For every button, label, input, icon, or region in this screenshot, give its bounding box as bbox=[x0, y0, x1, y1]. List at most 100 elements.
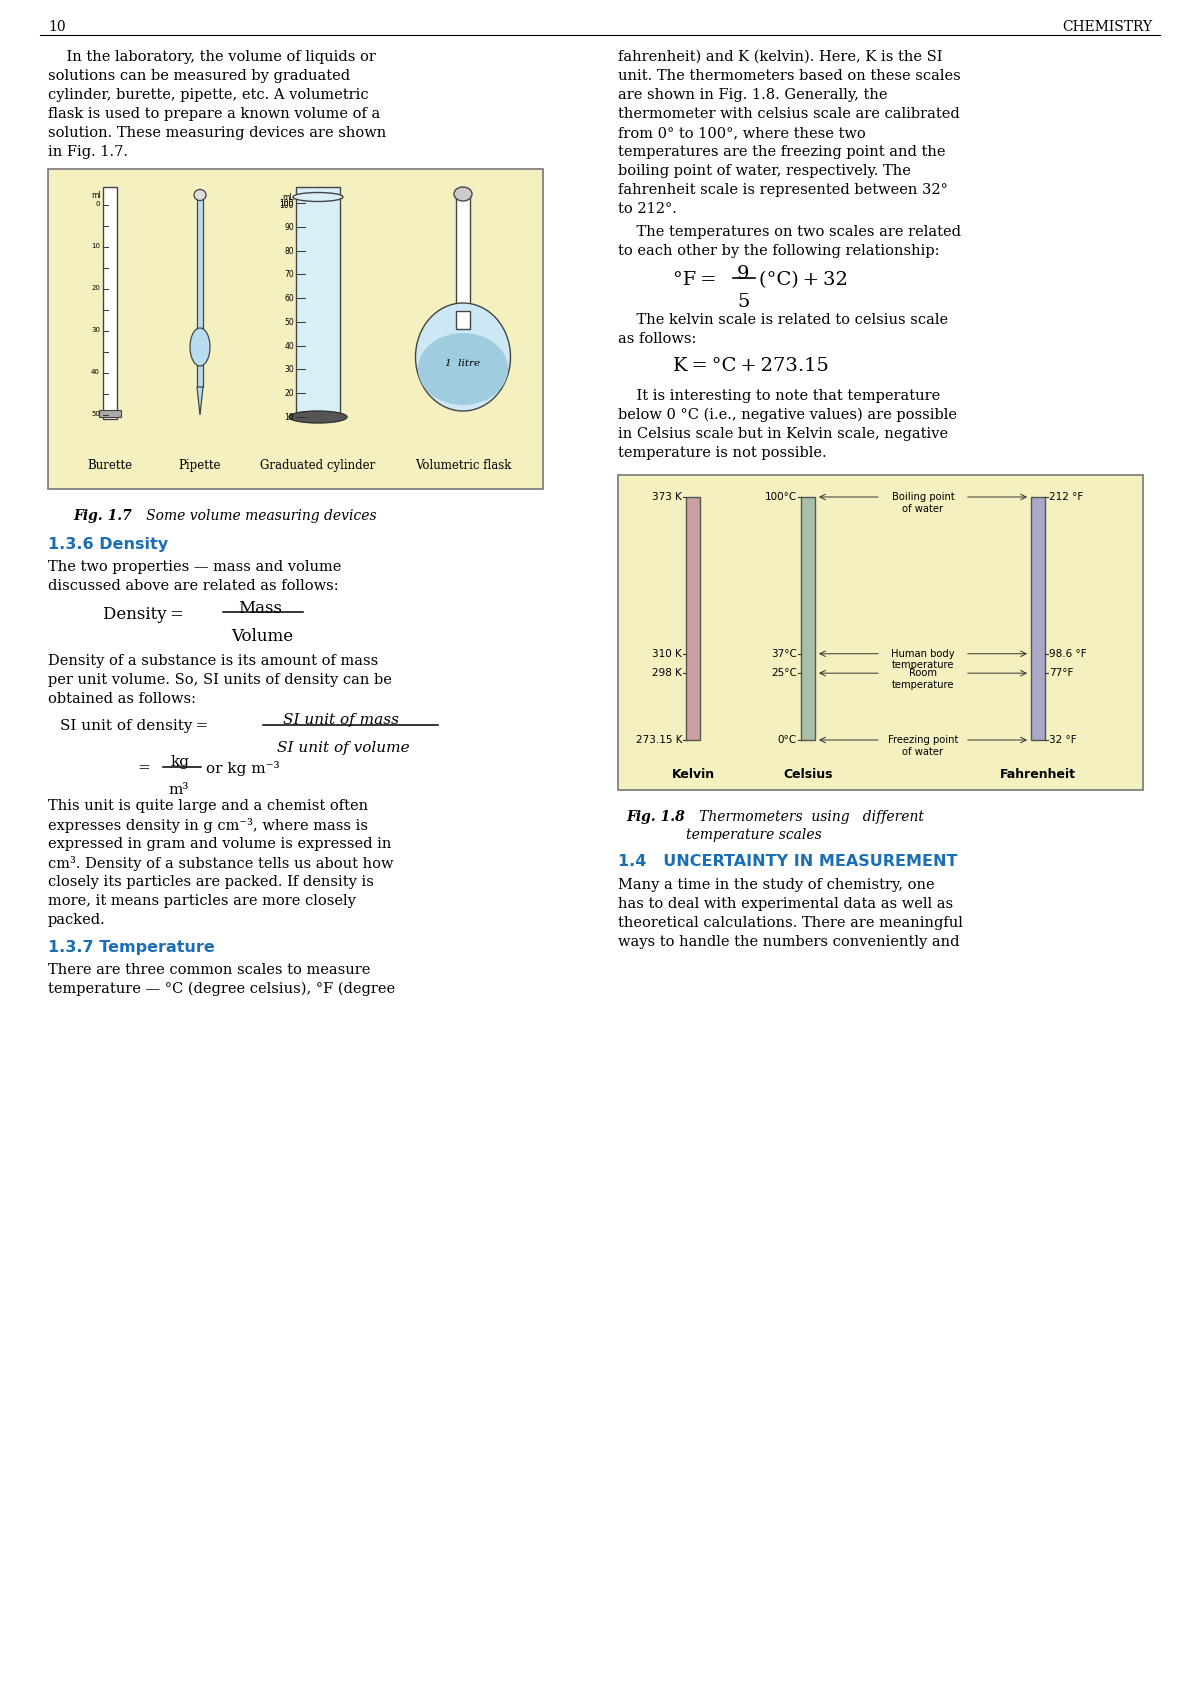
Text: Fig. 1.7: Fig. 1.7 bbox=[73, 509, 132, 523]
Text: kg: kg bbox=[172, 756, 190, 769]
Text: 100: 100 bbox=[280, 199, 294, 207]
Text: are shown in Fig. 1.8. Generally, the: are shown in Fig. 1.8. Generally, the bbox=[618, 88, 888, 102]
Text: solutions can be measured by graduated: solutions can be measured by graduated bbox=[48, 70, 350, 83]
Text: ways to handle the numbers conveniently and: ways to handle the numbers conveniently … bbox=[618, 936, 960, 949]
Text: 1.3.7 Temperature: 1.3.7 Temperature bbox=[48, 941, 215, 954]
Text: Fahrenheit: Fahrenheit bbox=[1000, 767, 1076, 781]
Ellipse shape bbox=[415, 302, 510, 411]
Ellipse shape bbox=[289, 411, 347, 423]
Bar bbox=[1031, 498, 1045, 740]
Text: to 212°.: to 212°. bbox=[618, 202, 677, 216]
Text: 90: 90 bbox=[284, 222, 294, 233]
Text: temperature is not possible.: temperature is not possible. bbox=[618, 447, 827, 460]
Bar bbox=[48, 170, 542, 489]
Text: 1.4   UNCERTAINTY IN MEASUREMENT: 1.4 UNCERTAINTY IN MEASUREMENT bbox=[618, 854, 958, 869]
Text: temperatures are the freezing point and the: temperatures are the freezing point and … bbox=[618, 144, 946, 160]
Text: =: = bbox=[138, 761, 154, 774]
Text: m³: m³ bbox=[168, 783, 188, 796]
Text: Thermometers  using   different: Thermometers using different bbox=[686, 810, 924, 824]
Text: 20: 20 bbox=[91, 285, 100, 290]
Text: Volumetric flask: Volumetric flask bbox=[415, 458, 511, 472]
Text: 10: 10 bbox=[284, 413, 294, 423]
Text: Boiling point
of water: Boiling point of water bbox=[892, 492, 954, 513]
Text: 9: 9 bbox=[737, 265, 750, 284]
Text: as follows:: as follows: bbox=[618, 333, 696, 346]
Bar bbox=[456, 197, 470, 329]
Text: 30: 30 bbox=[284, 365, 294, 375]
Text: fahrenheit scale is represented between 32°: fahrenheit scale is represented between … bbox=[618, 183, 948, 197]
Text: This unit is quite large and a chemist often: This unit is quite large and a chemist o… bbox=[48, 800, 368, 813]
Text: expressed in gram and volume is expressed in: expressed in gram and volume is expresse… bbox=[48, 837, 391, 851]
Bar bbox=[103, 187, 118, 419]
Text: 30: 30 bbox=[91, 328, 100, 333]
Ellipse shape bbox=[194, 190, 206, 200]
Text: Celsius: Celsius bbox=[784, 767, 833, 781]
Text: 70: 70 bbox=[284, 270, 294, 280]
Text: The two properties — mass and volume: The two properties — mass and volume bbox=[48, 560, 341, 574]
Text: CHEMISTRY: CHEMISTRY bbox=[1062, 20, 1152, 34]
Text: theoretical calculations. There are meaningful: theoretical calculations. There are mean… bbox=[618, 915, 962, 931]
Bar bbox=[802, 498, 815, 740]
Text: 310 K: 310 K bbox=[653, 649, 682, 659]
Text: ml: ml bbox=[91, 190, 101, 200]
Text: 1  litre: 1 litre bbox=[445, 358, 480, 368]
Text: per unit volume. So, SI units of density can be: per unit volume. So, SI units of density… bbox=[48, 672, 392, 688]
Text: flask is used to prepare a known volume of a: flask is used to prepare a known volume … bbox=[48, 107, 380, 121]
Text: fahrenheit) and K (kelvin). Here, K is the SI: fahrenheit) and K (kelvin). Here, K is t… bbox=[618, 49, 942, 65]
Text: In the laboratory, the volume of liquids or: In the laboratory, the volume of liquids… bbox=[48, 49, 376, 65]
Text: There are three common scales to measure: There are three common scales to measure bbox=[48, 963, 371, 976]
Text: in Fig. 1.7.: in Fig. 1.7. bbox=[48, 144, 128, 160]
Text: Room
temperature: Room temperature bbox=[892, 669, 954, 689]
Text: 5: 5 bbox=[737, 294, 749, 311]
Text: SI unit of mass: SI unit of mass bbox=[283, 713, 398, 727]
Text: 25°C: 25°C bbox=[772, 669, 797, 678]
Text: in Celsius scale but in Kelvin scale, negative: in Celsius scale but in Kelvin scale, ne… bbox=[618, 426, 948, 441]
Bar bbox=[686, 498, 700, 740]
Text: Fig. 1.8: Fig. 1.8 bbox=[626, 810, 685, 824]
Text: or kg m⁻³: or kg m⁻³ bbox=[206, 761, 280, 776]
Text: 373 K: 373 K bbox=[652, 492, 682, 503]
Text: Many a time in the study of chemistry, one: Many a time in the study of chemistry, o… bbox=[618, 878, 935, 891]
Text: Some volume measuring devices: Some volume measuring devices bbox=[133, 509, 377, 523]
Text: Graduated cylinder: Graduated cylinder bbox=[260, 458, 376, 472]
Text: 212 °F: 212 °F bbox=[1049, 492, 1084, 503]
Text: obtained as follows:: obtained as follows: bbox=[48, 693, 196, 706]
Ellipse shape bbox=[454, 187, 472, 200]
Text: 60: 60 bbox=[284, 294, 294, 304]
Text: Freezing point
of water: Freezing point of water bbox=[888, 735, 958, 757]
Text: below 0 °C (i.e., negative values) are possible: below 0 °C (i.e., negative values) are p… bbox=[618, 408, 958, 423]
Text: has to deal with experimental data as well as: has to deal with experimental data as we… bbox=[618, 897, 953, 912]
Bar bbox=[456, 311, 470, 329]
Text: Volume: Volume bbox=[230, 628, 293, 645]
Text: cm³. Density of a substance tells us about how: cm³. Density of a substance tells us abo… bbox=[48, 856, 394, 871]
Text: °F =: °F = bbox=[673, 272, 720, 289]
Text: closely its particles are packed. If density is: closely its particles are packed. If den… bbox=[48, 874, 374, 890]
Text: unit. The thermometers based on these scales: unit. The thermometers based on these sc… bbox=[618, 70, 961, 83]
Text: temperature scales: temperature scales bbox=[686, 829, 822, 842]
Bar bbox=[296, 187, 340, 419]
Text: 100: 100 bbox=[280, 200, 294, 211]
Text: SI unit of density =: SI unit of density = bbox=[60, 718, 211, 734]
Text: 77°F: 77°F bbox=[1049, 669, 1073, 678]
Text: Density =: Density = bbox=[103, 606, 187, 623]
Text: 0: 0 bbox=[96, 200, 100, 207]
Text: to each other by the following relationship:: to each other by the following relations… bbox=[618, 245, 940, 258]
Text: 0°C: 0°C bbox=[778, 735, 797, 745]
Text: SI unit of volume: SI unit of volume bbox=[277, 740, 409, 756]
Text: It is interesting to note that temperature: It is interesting to note that temperatu… bbox=[618, 389, 941, 402]
Text: The kelvin scale is related to celsius scale: The kelvin scale is related to celsius s… bbox=[618, 312, 948, 328]
Text: The temperatures on two scales are related: The temperatures on two scales are relat… bbox=[618, 226, 961, 239]
Text: Mass: Mass bbox=[238, 599, 282, 616]
Ellipse shape bbox=[190, 328, 210, 367]
Text: 10: 10 bbox=[91, 243, 100, 250]
Polygon shape bbox=[197, 387, 203, 414]
Text: Pipette: Pipette bbox=[179, 458, 221, 472]
Text: 50: 50 bbox=[284, 318, 294, 328]
Text: more, it means particles are more closely: more, it means particles are more closel… bbox=[48, 895, 356, 908]
Text: expresses density in g cm⁻³, where mass is: expresses density in g cm⁻³, where mass … bbox=[48, 818, 368, 834]
Bar bbox=[197, 197, 203, 387]
Text: solution. These measuring devices are shown: solution. These measuring devices are sh… bbox=[48, 126, 386, 139]
Text: 40: 40 bbox=[284, 341, 294, 351]
Text: 273.15 K: 273.15 K bbox=[636, 735, 682, 745]
Text: 32 °F: 32 °F bbox=[1049, 735, 1076, 745]
